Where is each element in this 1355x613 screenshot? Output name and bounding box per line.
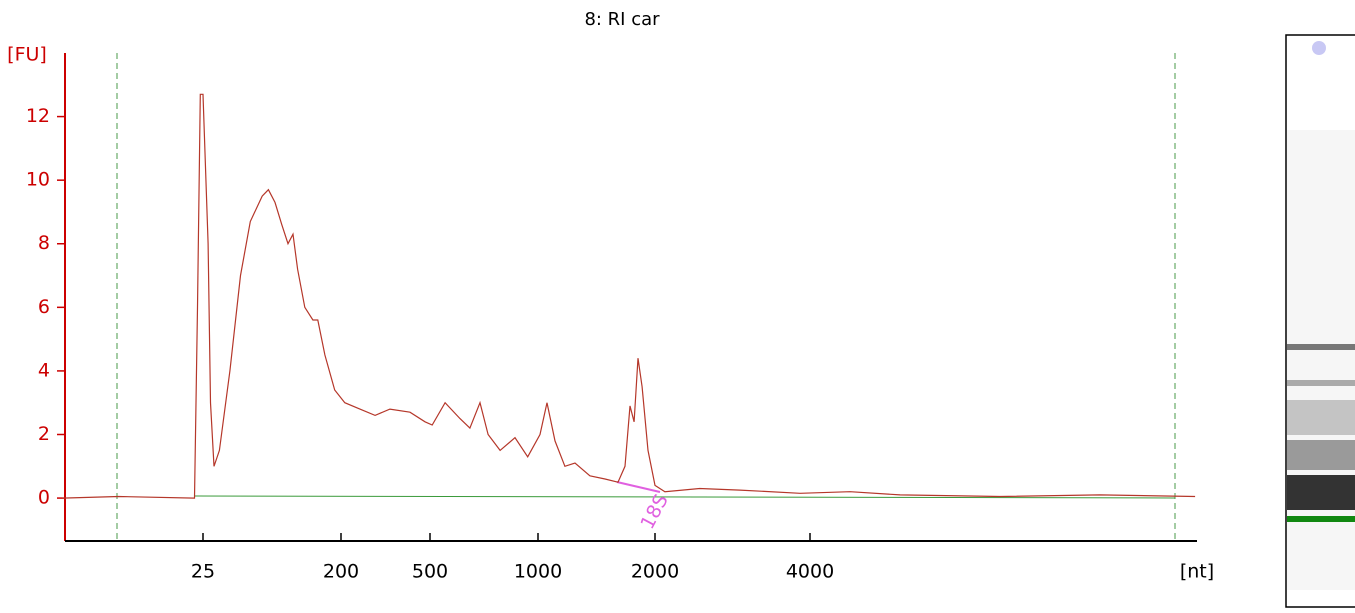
gel-band — [1287, 440, 1355, 470]
y-tick-label: 8 — [38, 232, 50, 254]
y-tick-label: 2 — [38, 423, 50, 445]
x-axis-label: [nt] — [1180, 561, 1214, 583]
x-tick-label: 2000 — [631, 561, 679, 583]
gel-band — [1287, 400, 1355, 435]
gel-background — [1287, 130, 1355, 590]
data-line — [62, 93, 1196, 499]
x-tick-label: 500 — [412, 561, 448, 583]
y-tick-label: 12 — [26, 105, 50, 127]
x-tick-label: 200 — [323, 561, 359, 583]
gel-dot — [1312, 41, 1326, 55]
y-tick-label: 6 — [38, 296, 50, 318]
baseline — [194, 495, 1176, 499]
gel-band — [1287, 344, 1355, 350]
x-tick-label: 4000 — [786, 561, 834, 583]
y-axis-label: [FU] — [7, 44, 47, 66]
x-tick-label: 25 — [191, 561, 215, 583]
x-tick-label: 1000 — [514, 561, 562, 583]
y-tick-label: 0 — [38, 487, 50, 509]
peak-marker — [616, 481, 661, 493]
chart-title: 8: RI car — [584, 9, 660, 30]
gel-band — [1287, 380, 1355, 386]
y-tick-label: 4 — [38, 359, 50, 381]
y-tick-label: 10 — [26, 169, 50, 191]
gel-marker-band — [1287, 516, 1355, 522]
gel-band — [1287, 475, 1355, 510]
gel-lane — [1285, 34, 1355, 608]
